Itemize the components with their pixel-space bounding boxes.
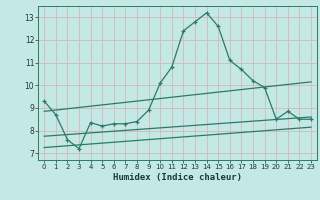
- X-axis label: Humidex (Indice chaleur): Humidex (Indice chaleur): [113, 173, 242, 182]
